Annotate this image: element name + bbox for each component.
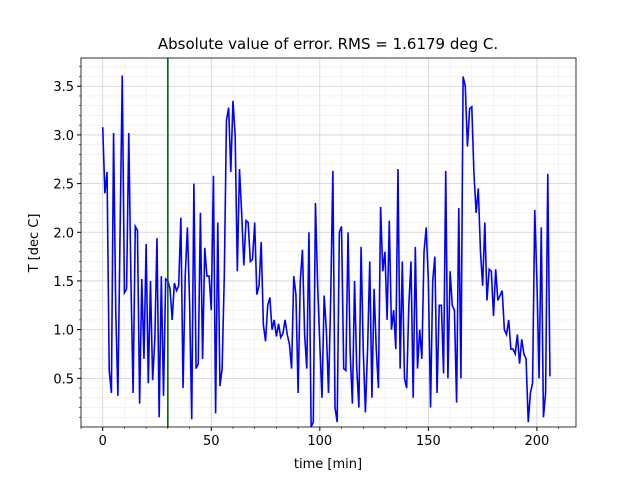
y-tick-label: 3.5 bbox=[53, 80, 74, 95]
x-tick-label: 50 bbox=[203, 434, 220, 449]
y-tick-label: 1.0 bbox=[53, 324, 74, 339]
plot-frame bbox=[80, 57, 577, 428]
y-tick-label: 1.5 bbox=[53, 275, 74, 290]
y-axis-label: T [dec C] bbox=[27, 214, 42, 274]
y-tick-label: 2.0 bbox=[53, 226, 74, 241]
x-axis-label: time [min] bbox=[294, 457, 362, 472]
y-tick-label: 0.5 bbox=[53, 372, 74, 387]
data-line bbox=[101, 75, 551, 427]
y-tick-label: 3.0 bbox=[53, 129, 74, 144]
x-tick-label: 100 bbox=[307, 434, 332, 449]
x-tick-label: 150 bbox=[416, 434, 441, 449]
x-tick-label: 200 bbox=[525, 434, 550, 449]
chart-title: Absolute value of error. RMS = 1.6179 de… bbox=[158, 35, 498, 53]
x-tick-label: 0 bbox=[99, 434, 107, 449]
y-tick-label: 2.5 bbox=[53, 178, 74, 193]
